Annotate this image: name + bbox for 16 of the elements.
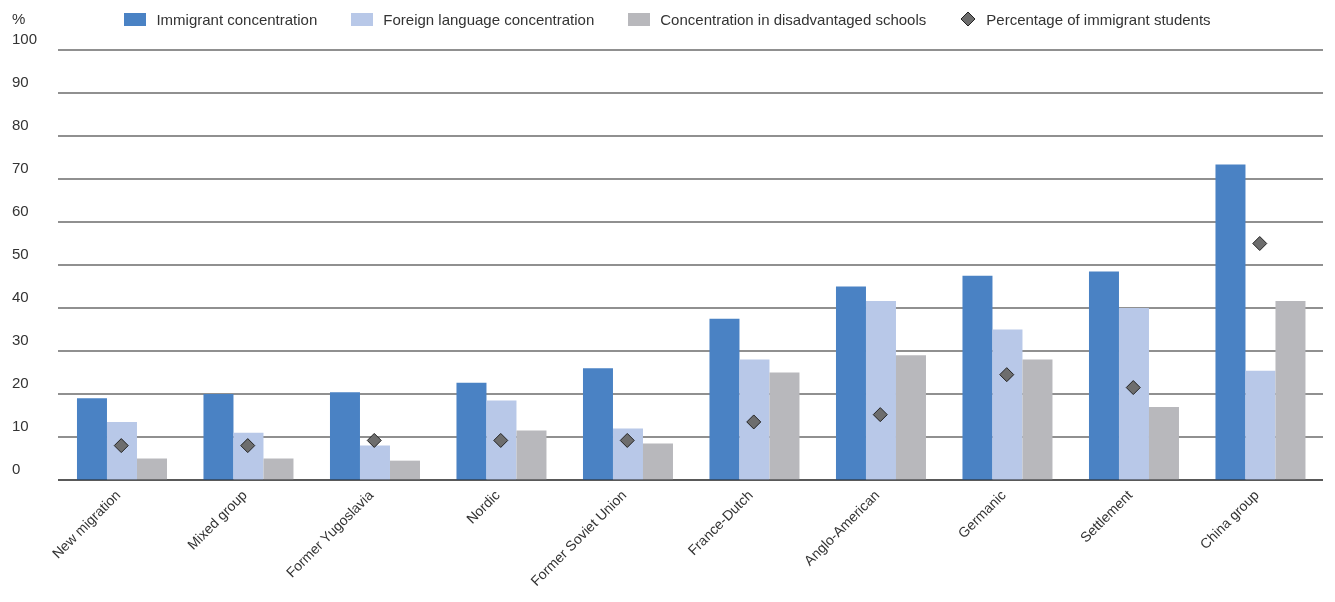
y-tick-label: 80: [12, 116, 29, 133]
y-tick-label: 40: [12, 288, 29, 305]
y-tick-label: 10: [12, 417, 29, 434]
legend-label: Foreign language concentration: [383, 10, 595, 28]
y-tick-label: 70: [12, 159, 29, 176]
y-tick-label: 30: [12, 331, 29, 348]
y-tick-label: 90: [12, 73, 29, 90]
y-tick-label: 20: [12, 374, 29, 391]
legend-label: Percentage of immigrant students: [986, 10, 1211, 28]
y-tick-label: 0: [12, 460, 21, 477]
y-tick-label: 50: [12, 245, 29, 262]
legend-label: Concentration in disadvantaged schools: [660, 10, 927, 28]
y-tick-label: 100: [12, 30, 38, 47]
y-axis-title: %: [12, 10, 26, 27]
legend-label: Immigrant concentration: [156, 10, 318, 28]
y-tick-label: 60: [12, 202, 29, 219]
